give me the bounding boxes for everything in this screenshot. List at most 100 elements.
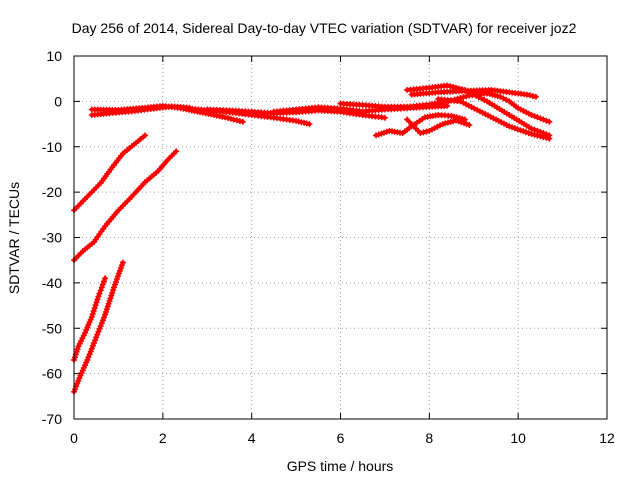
y-tick-label: -60 bbox=[42, 366, 62, 382]
data-point-marker bbox=[528, 125, 535, 132]
data-point-marker bbox=[117, 265, 124, 271]
data-point-marker bbox=[101, 314, 107, 321]
data-point-marker bbox=[546, 118, 553, 125]
y-tick-label: -70 bbox=[42, 411, 62, 427]
data-point-marker bbox=[537, 115, 544, 122]
data-point-marker bbox=[102, 275, 109, 282]
data-point-marker bbox=[90, 308, 97, 315]
data-point-marker bbox=[95, 328, 102, 335]
axis-ticks bbox=[73, 55, 608, 420]
data-point-marker bbox=[116, 267, 123, 274]
data-point-marker bbox=[236, 118, 243, 124]
data-point-marker bbox=[94, 296, 101, 303]
data-point-marker bbox=[511, 125, 518, 132]
data-point-marker bbox=[72, 386, 79, 393]
data-point-marker bbox=[528, 131, 535, 137]
data-point-marker bbox=[230, 116, 237, 123]
data-point-marker bbox=[522, 129, 529, 136]
data-point-marker bbox=[97, 287, 104, 294]
data-point-marker bbox=[94, 331, 101, 338]
x-tick-label: 6 bbox=[337, 430, 345, 446]
data-point-marker bbox=[460, 94, 467, 101]
data-point-marker bbox=[531, 126, 538, 133]
data-point-marker bbox=[96, 325, 103, 332]
data-point-marker bbox=[89, 311, 96, 317]
data-point-marker bbox=[534, 114, 541, 121]
data-series bbox=[71, 82, 553, 395]
series-arc-n bbox=[408, 87, 539, 100]
data-point-marker bbox=[417, 130, 424, 137]
data-point-marker bbox=[84, 357, 91, 363]
data-point-marker bbox=[88, 313, 95, 320]
data-point-marker bbox=[99, 317, 106, 324]
data-point-marker bbox=[444, 82, 451, 89]
data-point-marker bbox=[93, 334, 100, 341]
data-point-marker bbox=[537, 133, 544, 140]
data-point-marker bbox=[420, 129, 427, 136]
series-arc-l bbox=[404, 116, 473, 137]
data-point-marker bbox=[87, 348, 94, 355]
data-point-marker bbox=[444, 102, 451, 109]
data-point-marker bbox=[109, 289, 116, 296]
data-point-marker bbox=[531, 113, 538, 120]
y-tick-label: -30 bbox=[42, 230, 62, 246]
x-tick-label: 12 bbox=[599, 430, 615, 446]
x-tick-label: 8 bbox=[425, 430, 433, 446]
y-tick-label: 0 bbox=[54, 93, 62, 109]
data-point-marker bbox=[463, 93, 470, 100]
series-arc-m bbox=[404, 82, 553, 139]
data-point-marker bbox=[239, 118, 246, 125]
data-point-marker bbox=[114, 273, 121, 280]
data-point-marker bbox=[525, 130, 532, 137]
data-point-marker bbox=[528, 112, 535, 118]
data-point-marker bbox=[92, 302, 99, 309]
data-point-marker bbox=[89, 342, 96, 349]
axis-tick-labels: 0 2 4 6 8 10 12 -70 -60 -50 -40 -30 -20 -10 0 10 bbox=[42, 48, 615, 446]
data-point-marker bbox=[543, 134, 550, 141]
data-point-marker bbox=[86, 351, 93, 358]
y-tick-label: -50 bbox=[42, 320, 62, 336]
series-arc-c bbox=[71, 275, 109, 363]
data-point-marker bbox=[546, 135, 553, 142]
data-point-marker bbox=[530, 93, 536, 100]
x-tick-label: 0 bbox=[70, 430, 78, 446]
data-point-marker bbox=[88, 345, 95, 352]
data-point-marker bbox=[173, 148, 180, 155]
series-arc-b bbox=[71, 148, 180, 264]
data-point-marker bbox=[96, 290, 103, 297]
data-point-marker bbox=[531, 131, 538, 138]
data-point-marker bbox=[466, 122, 473, 128]
series-arc-p bbox=[484, 90, 553, 125]
data-point-marker bbox=[527, 92, 533, 99]
data-point-marker bbox=[517, 127, 524, 134]
series-arc-o bbox=[435, 96, 553, 142]
y-axis-label: SDTVAR / TECUs bbox=[6, 182, 22, 294]
data-point-marker bbox=[524, 91, 530, 98]
data-point-marker bbox=[104, 303, 111, 310]
data-point-marker bbox=[95, 293, 102, 300]
data-point-marker bbox=[506, 123, 513, 130]
chart-title: Day 256 of 2014, Sidereal Day-to-day VTE… bbox=[72, 20, 577, 36]
data-point-marker bbox=[112, 278, 119, 285]
x-axis-label: GPS time / hours bbox=[287, 458, 394, 474]
y-tick-label: 10 bbox=[46, 48, 62, 64]
y-tick-label: -20 bbox=[42, 184, 62, 200]
data-point-marker bbox=[532, 93, 539, 100]
data-point-marker bbox=[306, 121, 313, 128]
data-point-marker bbox=[98, 284, 105, 291]
data-point-marker bbox=[99, 281, 106, 288]
data-point-marker bbox=[91, 305, 98, 312]
data-point-marker bbox=[142, 132, 149, 139]
data-point-marker bbox=[98, 320, 105, 327]
x-tick-label: 4 bbox=[248, 430, 256, 446]
data-point-marker bbox=[540, 116, 547, 123]
data-point-marker bbox=[113, 276, 120, 283]
data-point-marker bbox=[381, 114, 388, 121]
x-tick-label: 10 bbox=[510, 430, 526, 446]
data-point-marker bbox=[97, 323, 104, 329]
data-point-marker bbox=[543, 117, 550, 124]
data-point-marker bbox=[514, 126, 521, 133]
